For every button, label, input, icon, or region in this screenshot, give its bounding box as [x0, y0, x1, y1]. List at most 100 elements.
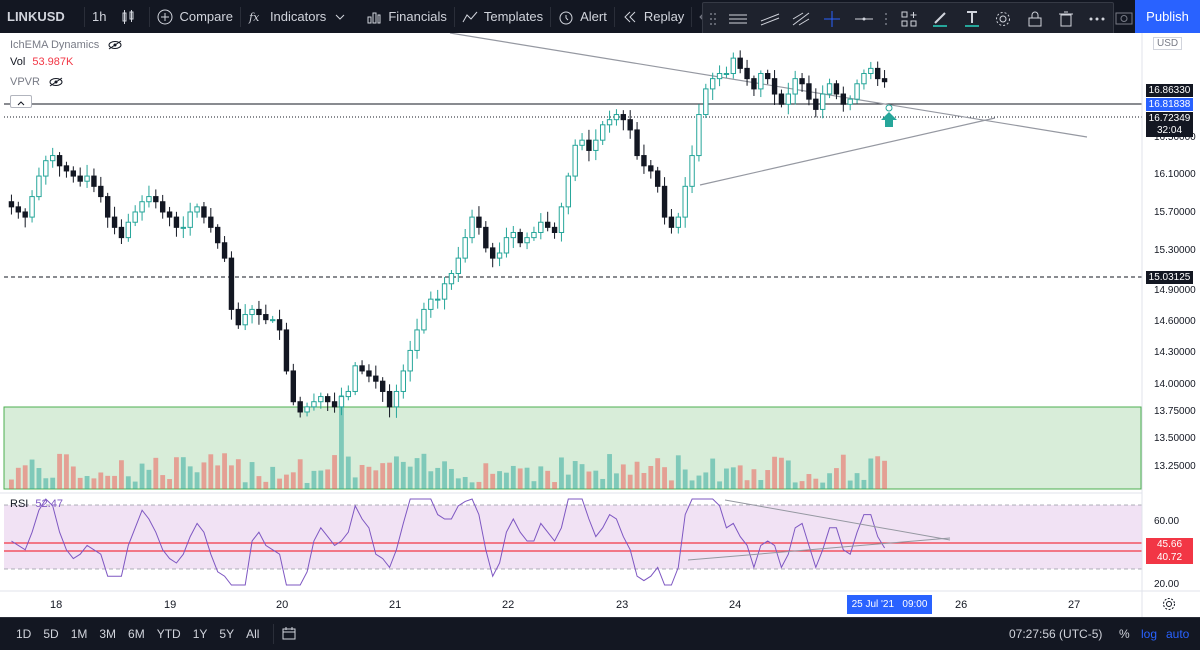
candle[interactable] — [813, 98, 819, 110]
candle[interactable] — [455, 257, 462, 275]
candle[interactable] — [572, 144, 578, 177]
range-5y[interactable]: 5Y — [219, 627, 235, 641]
candle[interactable] — [379, 380, 386, 392]
candle[interactable] — [778, 93, 785, 105]
line-color-tool[interactable] — [925, 3, 956, 35]
candle[interactable] — [366, 370, 372, 377]
eye-off-icon[interactable] — [49, 77, 63, 87]
range-1d[interactable]: 1D — [16, 627, 32, 641]
candle[interactable] — [840, 93, 847, 105]
candle[interactable] — [641, 155, 647, 167]
candle[interactable] — [290, 370, 297, 403]
candle[interactable] — [586, 139, 592, 151]
candle[interactable] — [654, 170, 661, 187]
candle[interactable] — [208, 216, 214, 228]
candle[interactable] — [751, 78, 757, 90]
candle[interactable] — [613, 114, 620, 121]
candle[interactable] — [43, 160, 49, 177]
candle[interactable] — [221, 242, 228, 259]
range-all[interactable]: All — [246, 627, 260, 641]
chart-area[interactable]: IchEMA Dynamics Vol 53.987K VPVR RSI 52.… — [0, 33, 1200, 617]
snapshot-button[interactable] — [1108, 0, 1146, 33]
candle[interactable] — [696, 114, 702, 157]
candle[interactable] — [359, 365, 365, 372]
chart-type-button[interactable] — [113, 0, 149, 33]
candle[interactable] — [648, 165, 654, 172]
candle[interactable] — [242, 314, 248, 326]
candle[interactable] — [201, 206, 207, 218]
candle[interactable] — [407, 349, 413, 372]
candle[interactable] — [599, 124, 606, 141]
current-price-dot[interactable] — [885, 104, 893, 112]
crosshair-tool[interactable] — [817, 3, 848, 35]
currency-badge[interactable]: USD — [1153, 37, 1183, 50]
lower-trendline[interactable] — [699, 117, 996, 186]
templates-button[interactable]: Templates — [455, 0, 550, 33]
candle[interactable] — [331, 401, 338, 408]
candle[interactable] — [118, 226, 125, 239]
alert-button[interactable]: Alert — [551, 0, 614, 33]
candle[interactable] — [771, 78, 778, 95]
candle[interactable] — [146, 196, 152, 203]
text-color-tool[interactable] — [956, 3, 987, 35]
candle[interactable] — [8, 201, 15, 208]
candle[interactable] — [627, 119, 633, 131]
candle[interactable] — [311, 401, 317, 408]
drag-handle-2[interactable] — [880, 3, 894, 35]
candle[interactable] — [503, 237, 510, 254]
candle[interactable] — [22, 211, 28, 218]
parallel-channel-tool[interactable] — [754, 3, 785, 35]
candle[interactable] — [675, 216, 682, 228]
candle[interactable] — [847, 98, 853, 105]
candle[interactable] — [338, 396, 345, 408]
candle[interactable] — [373, 375, 379, 382]
candle[interactable] — [180, 226, 187, 229]
candle[interactable] — [524, 237, 530, 244]
settings-tool[interactable] — [987, 3, 1018, 35]
candle[interactable] — [551, 226, 558, 233]
candle[interactable] — [874, 67, 881, 80]
candle[interactable] — [125, 221, 132, 239]
rsi-line[interactable] — [11, 498, 886, 586]
candle[interactable] — [386, 390, 393, 408]
candle[interactable] — [297, 401, 303, 413]
candle[interactable] — [620, 114, 627, 121]
candle[interactable] — [256, 308, 262, 316]
candle[interactable] — [854, 83, 860, 100]
range-1y[interactable]: 1Y — [192, 627, 208, 641]
candle[interactable] — [214, 226, 221, 244]
horizontal-lines-tool[interactable] — [723, 3, 754, 35]
candle[interactable] — [489, 247, 496, 259]
candle[interactable] — [414, 329, 420, 351]
candle[interactable] — [159, 201, 166, 213]
candle[interactable] — [441, 283, 448, 300]
candle[interactable] — [689, 155, 695, 187]
candle[interactable] — [91, 175, 97, 187]
candle[interactable] — [63, 165, 70, 172]
candle[interactable] — [421, 308, 427, 331]
candle[interactable] — [393, 390, 400, 408]
replay-button[interactable]: Replay — [615, 0, 691, 33]
candle[interactable] — [544, 221, 551, 228]
candle[interactable] — [538, 221, 544, 233]
collapse-legend-button[interactable] — [10, 95, 32, 108]
candle[interactable] — [187, 211, 193, 228]
candle[interactable] — [723, 73, 730, 76]
financials-button[interactable]: Financials — [359, 0, 454, 33]
candle[interactable] — [36, 175, 42, 198]
rsi-legend[interactable]: RSI 52.47 — [10, 498, 63, 510]
candle[interactable] — [153, 196, 159, 203]
candle[interactable] — [448, 273, 455, 285]
pitchfork-tool[interactable] — [785, 3, 816, 35]
candle[interactable] — [15, 206, 22, 213]
delete-tool[interactable] — [1050, 3, 1081, 35]
indicators-button[interactable]: fx Indicators — [241, 0, 359, 33]
candle[interactable] — [833, 83, 840, 95]
candle[interactable] — [558, 206, 565, 233]
candle[interactable] — [758, 73, 764, 90]
upper-trendline[interactable] — [449, 33, 1088, 138]
candle[interactable] — [194, 206, 200, 213]
candle[interactable] — [682, 185, 688, 218]
candle[interactable] — [98, 185, 104, 198]
vpvr-legend[interactable]: VPVR — [10, 76, 63, 88]
